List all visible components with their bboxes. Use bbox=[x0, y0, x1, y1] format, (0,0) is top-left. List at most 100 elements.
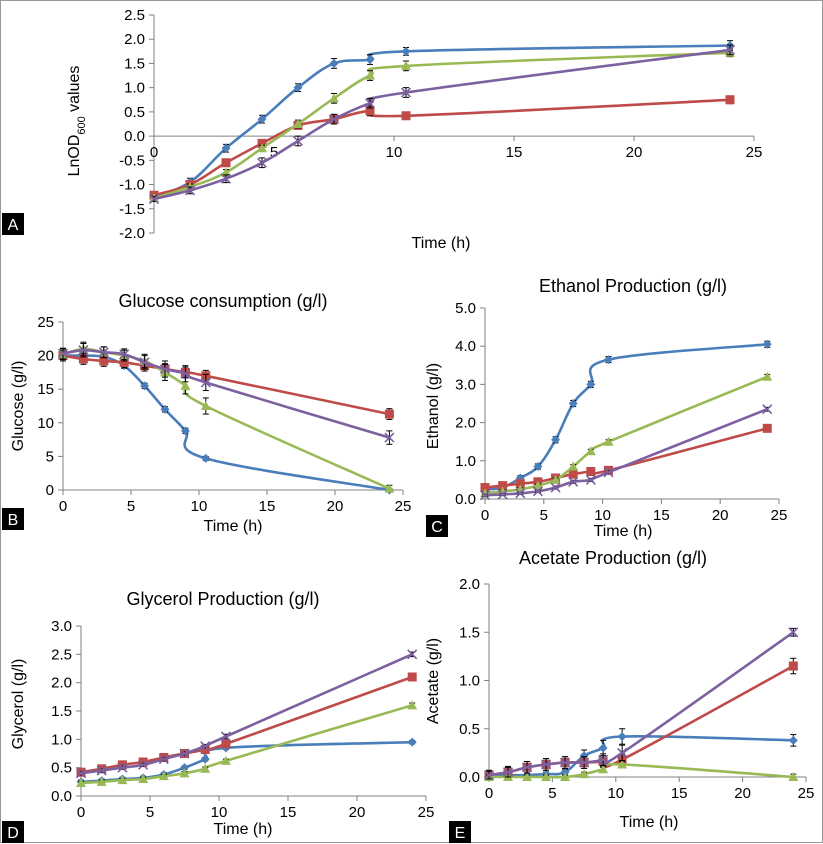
panel-c-series-purple-line bbox=[484, 407, 768, 497]
panel-d-series-red bbox=[76, 672, 417, 777]
panel-d-point-purple bbox=[200, 741, 211, 752]
panel-a-point-purple-b bbox=[292, 135, 304, 147]
panel-e-point-purple bbox=[579, 757, 590, 768]
panel-c-point-red bbox=[515, 479, 525, 489]
panel-a-point-green bbox=[401, 60, 411, 70]
panel-d-label: D bbox=[7, 825, 19, 842]
panel-d-point-purple bbox=[179, 748, 190, 759]
panel-c-point-purple bbox=[479, 490, 491, 501]
panel-a-point-red bbox=[221, 158, 231, 168]
panel-e-point-purple-b bbox=[483, 770, 495, 781]
panel-a-y-tick-label: -0.5 bbox=[119, 152, 145, 169]
panel-b-point-purple-b bbox=[57, 348, 69, 359]
panel-d-x-tick-label: 5 bbox=[146, 804, 154, 821]
panel-e-label: E bbox=[455, 825, 466, 842]
panel-d-y-tick-label: 1.5 bbox=[51, 703, 72, 720]
panel-c-x-tick-label: 10 bbox=[594, 507, 611, 524]
panel-b-point-purple bbox=[384, 432, 395, 443]
panel-d-point-purple-b bbox=[220, 731, 231, 742]
panel-d-point-red bbox=[138, 757, 148, 767]
panel-d-xlabel: Time (h) bbox=[214, 821, 273, 838]
panel-a-ylabel: LnOD600 values bbox=[66, 66, 88, 177]
panel-c-point-green bbox=[585, 446, 596, 456]
panel-e-series-red-line bbox=[488, 664, 794, 777]
panel-e-point-green bbox=[541, 772, 552, 781]
panel-c-point-purple bbox=[585, 474, 596, 485]
panel-e-point-purple bbox=[540, 759, 552, 770]
panel-a-y-tick-label: 0.0 bbox=[124, 128, 145, 145]
panel-d-point-red bbox=[117, 760, 127, 770]
panel-a-series-purple-line bbox=[153, 48, 731, 201]
panel-b-point-purple bbox=[159, 363, 171, 375]
panel-b-series-blue-line bbox=[62, 354, 390, 492]
panel-d-x-tick-label: 20 bbox=[349, 804, 366, 821]
panel-b-series-green-line bbox=[62, 347, 390, 490]
panel-a-point-blue bbox=[221, 143, 231, 153]
panel-e-point-green bbox=[617, 759, 628, 769]
panel-c-point-blue bbox=[568, 399, 578, 408]
panel-a-point-red bbox=[401, 111, 411, 121]
panel-d-point-purple-b bbox=[179, 748, 190, 759]
panel-a-point-blue bbox=[257, 114, 267, 124]
panel-a-x-tick-label: 10 bbox=[386, 144, 403, 161]
panel-a-point-purple bbox=[184, 185, 196, 196]
panel-c-point-green bbox=[532, 480, 543, 490]
panel-e-point-purple-b bbox=[540, 759, 552, 770]
panel-e-point-purple bbox=[598, 754, 609, 765]
panel-b-plot: 0 5 10 15 20 25 0 5 10 15 20 25 bbox=[37, 314, 411, 515]
panel-c-x-tick-label: 5 bbox=[540, 507, 548, 524]
panel-c-y-tick-label: 3.0 bbox=[455, 376, 476, 393]
panel-a-point-green bbox=[221, 167, 231, 177]
panel-e-y-tick-label: 1.0 bbox=[459, 673, 480, 690]
panel-e-x-tick-label: 15 bbox=[671, 785, 688, 802]
panel-e-xlabel: Time (h) bbox=[620, 814, 679, 831]
panel-a-point-purple-b bbox=[220, 173, 232, 184]
panel-e-series-purple bbox=[483, 627, 799, 781]
panel-b-y-tick-label: 5 bbox=[46, 448, 54, 465]
panel-c-point-purple-b bbox=[497, 489, 508, 500]
panel-e-ylabel: Acetate (g/l) bbox=[425, 638, 442, 724]
panel-e-point-green bbox=[598, 764, 609, 774]
panel-b-point-purple-b bbox=[119, 349, 130, 360]
panel-b-series-purple bbox=[57, 343, 395, 445]
panel-e-point-blue bbox=[617, 731, 627, 741]
panel-d-point-green bbox=[220, 755, 231, 765]
panel-b-title: Glucose consumption (g/l) bbox=[118, 291, 327, 311]
panel-b-y-tick-label: 15 bbox=[37, 381, 54, 398]
panel-d-x-tick-label: 25 bbox=[418, 804, 435, 821]
panel-c-point-green bbox=[568, 461, 579, 471]
panel-e-point-purple bbox=[617, 747, 628, 758]
panel-d-y-tick-label: 0.5 bbox=[51, 760, 72, 777]
panel-b-point-purple bbox=[200, 377, 211, 388]
panel-b-label-box bbox=[2, 508, 24, 530]
panel-c-title: Ethanol Production (g/l) bbox=[539, 276, 727, 296]
panel-d-series-purple-line bbox=[80, 653, 413, 775]
panel-b-point-red bbox=[119, 357, 129, 367]
panel-e-plot: 0.0 0.5 1.0 1.5 2.0 0 5 10 15 20 25 bbox=[459, 576, 814, 802]
panel-a: -2.0 -1.5 -1.0 -0.5 0.0 0.5 1.0 1.5 2.0 2.5 0 5 10 15… bbox=[2, 7, 762, 252]
panel-a-series-blue-line bbox=[153, 44, 731, 198]
panel-a-point-red bbox=[725, 95, 735, 105]
panel-b-ylabel: Glucose (g/l) bbox=[10, 361, 27, 452]
panel-a-point-purple bbox=[256, 157, 268, 168]
panel-d-y-tick-label: 0.0 bbox=[51, 788, 72, 805]
panel-c-y-tick-label: 0.0 bbox=[455, 491, 476, 508]
panel-c-ylabel: Ethanol (g/l) bbox=[425, 363, 442, 449]
panel-a-point-purple bbox=[292, 135, 304, 147]
panel-c-point-green bbox=[550, 474, 561, 484]
panel-d-point-purple bbox=[220, 731, 231, 742]
panel-c-point-red bbox=[568, 469, 578, 479]
panel-b-point-purple bbox=[78, 345, 89, 356]
panel-e-series-green-line bbox=[488, 762, 794, 779]
panel-c-x-tick-label: 20 bbox=[712, 507, 729, 524]
panel-d-point-green bbox=[117, 775, 128, 785]
panel-e-y-tick-label: 2.0 bbox=[459, 576, 480, 593]
panel-e-point-green bbox=[560, 772, 571, 781]
panel-b-point-green bbox=[384, 483, 395, 493]
panel-a-series-green-line bbox=[153, 51, 731, 200]
panel-c-point-purple bbox=[532, 486, 543, 497]
panel-a-point-purple-b bbox=[364, 98, 376, 109]
panel-b: 0 5 10 15 20 25 0 5 10 15 20 25 Glucose consumption… bbox=[2, 291, 411, 535]
panel-b-x-tick-label: 5 bbox=[127, 498, 135, 515]
